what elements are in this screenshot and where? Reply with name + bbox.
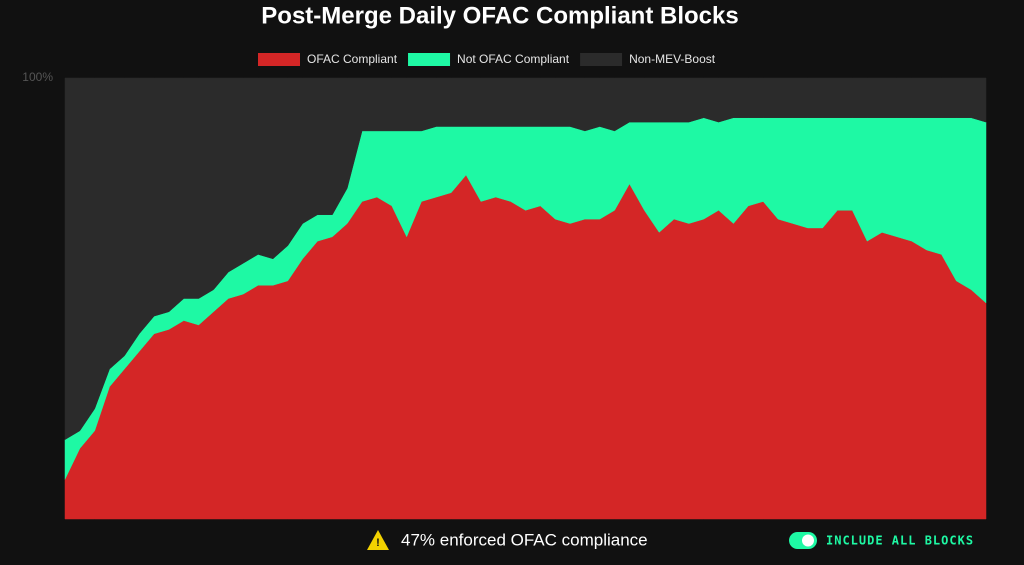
- area: [64, 77, 987, 441]
- summary-text: 47% enforced OFAC compliance: [401, 530, 648, 549]
- warning-icon: [367, 530, 389, 550]
- legend: OFAC Compliant Not OFAC Compliant Non-MEV-…: [258, 52, 716, 66]
- toggle[interactable]: INCLUDE ALL BLOCKS: [789, 532, 974, 549]
- legend-label: OFAC Compliant: [307, 52, 398, 66]
- toggle-label[interactable]: INCLUDE ALL BLOCKS: [826, 534, 974, 548]
- y-tick-label: 100%: [22, 70, 53, 84]
- summary: ! 47% enforced OFAC compliance: [367, 530, 648, 550]
- toggle-knob: [802, 534, 814, 547]
- legend-swatch: [580, 53, 623, 66]
- warning-mark: !: [376, 537, 380, 549]
- legend-label: Non-MEV-Boost: [629, 52, 716, 66]
- chart-title: Post-Merge Daily OFAC Compliant Blocks: [261, 2, 738, 29]
- legend-label: Not OFAC Compliant: [457, 52, 570, 66]
- legend-swatch: [408, 53, 451, 66]
- plot: 100%: [22, 70, 987, 520]
- legend-swatch: [258, 53, 300, 66]
